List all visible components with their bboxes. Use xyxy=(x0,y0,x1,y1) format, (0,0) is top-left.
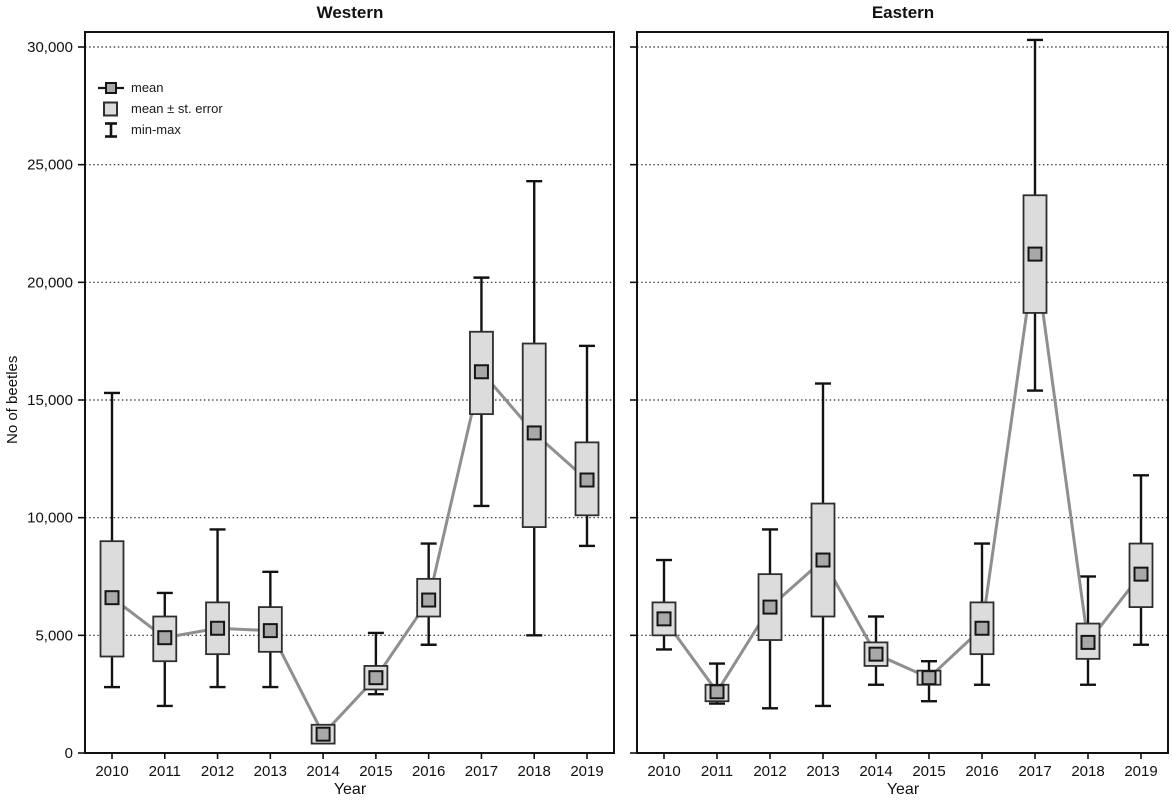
x-tick-label: 2012 xyxy=(201,763,234,780)
mean-marker-2017 xyxy=(473,364,489,380)
legend-label-mean: mean xyxy=(131,80,164,95)
panel-title-western: Western xyxy=(316,3,384,22)
x-tick-label: 2015 xyxy=(912,763,945,780)
x-tick-label: 2019 xyxy=(570,763,603,780)
y-tick-label: 30,000 xyxy=(27,39,73,56)
mean-marker-2011 xyxy=(709,684,725,700)
mean-marker-2015 xyxy=(368,670,384,686)
panel-title-eastern: Eastern xyxy=(871,3,935,22)
x-tick-label: 2011 xyxy=(149,763,181,780)
mean-marker-2019 xyxy=(579,472,595,488)
legend-label-minmax: min-max xyxy=(131,122,181,137)
mean-line xyxy=(662,253,1143,695)
mean-marker-2012 xyxy=(210,620,226,636)
panel-border-western xyxy=(84,31,615,754)
x-tick-label: 2014 xyxy=(859,763,892,780)
panel-border-eastern xyxy=(636,31,1169,754)
x-tick-label: 2016 xyxy=(965,763,998,780)
mean-marker-2019 xyxy=(1133,566,1149,582)
mean-marker-2018 xyxy=(1080,634,1096,650)
mean-marker-2010 xyxy=(656,611,672,627)
x-tick-label: 2010 xyxy=(647,763,680,780)
mean-marker-2018 xyxy=(526,425,542,441)
y-tick-label: 25,000 xyxy=(27,157,73,174)
legend-row-mean: mean xyxy=(98,79,223,96)
x-tick-label: 2018 xyxy=(518,763,551,780)
y-tick-label: 5,000 xyxy=(35,627,73,644)
x-tick-label: 2013 xyxy=(254,763,287,780)
mean-marker-2013 xyxy=(262,623,278,639)
x-tick-label: 2012 xyxy=(753,763,786,780)
mean-line xyxy=(111,368,588,737)
mean-marker-2014 xyxy=(315,726,331,742)
se-box-icon xyxy=(98,101,124,117)
legend-label-se: mean ± st. error xyxy=(131,101,223,116)
mean-marker-2016 xyxy=(974,620,990,636)
y-tick-label: 0 xyxy=(65,745,73,762)
mean-marker-2011 xyxy=(157,630,173,646)
x-tick-label: 2010 xyxy=(95,763,128,780)
x-tick-label: 2016 xyxy=(412,763,445,780)
x-tick-label: 2013 xyxy=(806,763,839,780)
mean-marker-2017 xyxy=(1027,246,1043,262)
x-tick-label: 2011 xyxy=(701,763,733,780)
y-tick-label: 10,000 xyxy=(27,510,73,527)
legend-row-se: mean ± st. error xyxy=(98,100,223,117)
x-tick-label: 2019 xyxy=(1124,763,1157,780)
mean-marker-2016 xyxy=(421,592,437,608)
mean-marker-2012 xyxy=(762,599,778,615)
mean-marker-2010 xyxy=(104,590,120,606)
x-tick-label: 2018 xyxy=(1071,763,1104,780)
x-tick-label: 2014 xyxy=(306,763,339,780)
x-axis-label-eastern: Year xyxy=(886,781,920,798)
mean-marker-2015 xyxy=(921,670,937,686)
x-tick-label: 2015 xyxy=(359,763,392,780)
y-tick-label: 20,000 xyxy=(27,274,73,291)
mean-marker-2014 xyxy=(868,646,884,662)
x-axis-label-western: Year xyxy=(333,781,367,798)
minmax-whisker-icon xyxy=(98,121,124,139)
y-tick-label: 15,000 xyxy=(27,392,73,409)
mean-marker-icon xyxy=(98,81,124,95)
x-tick-label: 2017 xyxy=(465,763,498,780)
mean-marker-2013 xyxy=(815,552,831,568)
x-tick-label: 2017 xyxy=(1018,763,1051,780)
legend: mean mean ± st. error min-max xyxy=(98,79,223,138)
legend-row-minmax: min-max xyxy=(98,121,223,138)
